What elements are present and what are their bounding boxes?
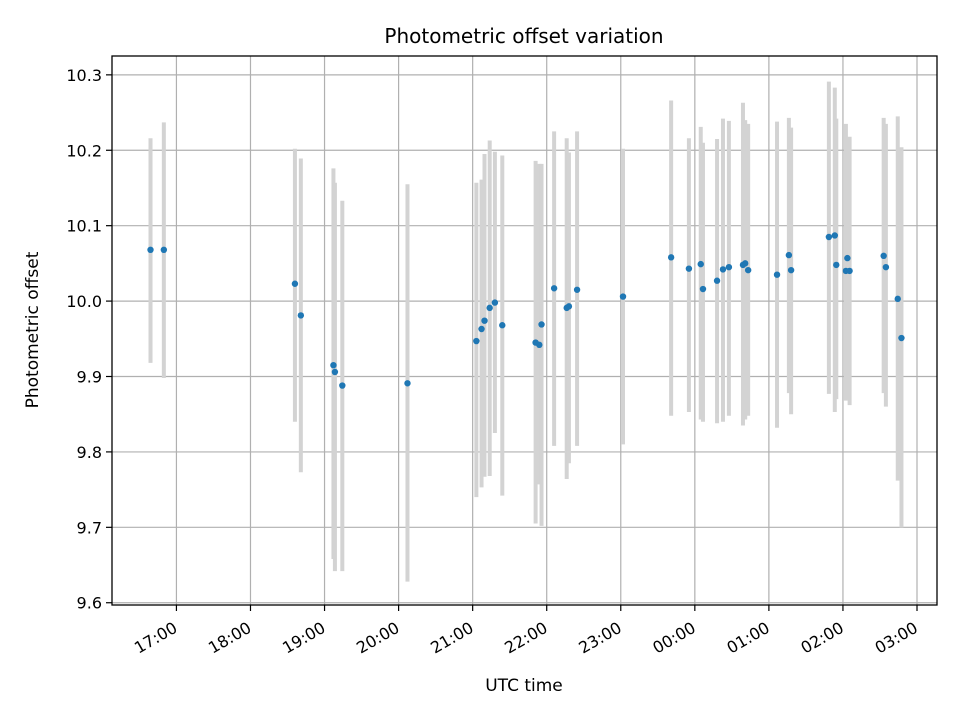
data-point [339,382,346,389]
data-point [619,293,627,300]
data-point [491,299,499,306]
y-tick-label: 9.7 [77,518,102,537]
data-point [330,361,337,369]
data-point [481,317,488,324]
y-tick-label: 9.8 [77,443,102,462]
data-point [787,266,795,274]
data-point [846,267,853,275]
data-point [697,260,704,268]
y-tick-label: 10.2 [66,141,102,160]
data-point [297,312,305,319]
data-point [573,286,581,293]
data-point [773,271,781,278]
data-point [699,285,707,293]
data-point [565,303,573,310]
data-point [685,265,693,272]
data-point [825,233,833,241]
data-point [894,295,901,303]
data-point [898,334,905,342]
y-tick-label: 9.6 [77,594,102,613]
data-point [538,321,545,328]
data-point [741,260,749,267]
y-tick-label: 10.1 [66,217,102,236]
data-point [473,337,480,345]
data-point [160,246,168,254]
data-point [331,368,339,376]
data-points [147,232,905,389]
data-point [404,380,411,387]
data-point [550,285,558,292]
x-axis-label: UTC time [485,676,563,696]
data-point [831,232,839,239]
data-point [882,263,890,271]
data-point [833,261,840,269]
y-axis-ticks: 9.6 9.7 9.8 9.9 10.0 10.1 10.2 10.3 [66,66,112,613]
data-point [667,254,675,261]
data-point [486,304,493,312]
data-point [499,322,506,329]
data-point [147,246,154,254]
y-tick-label: 9.9 [77,368,102,387]
y-axis-label: Photometric offset [23,251,43,408]
data-point [725,263,733,271]
y-tick-label: 10.3 [66,66,102,85]
data-point [291,280,299,287]
data-point [478,325,485,333]
y-tick-label: 10.0 [66,292,102,311]
data-point [880,252,887,260]
plot-frame [111,55,938,606]
data-point [713,277,721,284]
chart-title: Photometric offset variation [384,24,663,48]
grid [112,56,937,605]
data-point [744,266,752,274]
data-point [785,251,793,259]
data-point [719,266,727,273]
data-point [536,341,543,349]
data-point [844,254,851,262]
